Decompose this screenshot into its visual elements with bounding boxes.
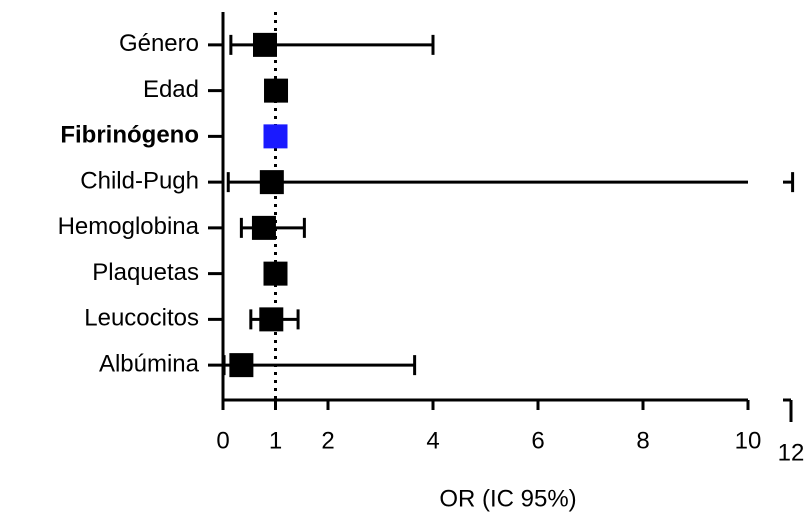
x-tick-label: 4	[426, 427, 439, 454]
y-tick-label: Género	[119, 30, 199, 57]
x-tick-label: 10	[735, 427, 762, 454]
or-marker	[263, 261, 288, 286]
x-tick-label: 0	[216, 427, 229, 454]
or-marker	[259, 170, 284, 195]
or-marker	[251, 215, 276, 240]
or-marker	[259, 307, 284, 332]
y-tick-label: Plaquetas	[92, 259, 199, 286]
x-tick-label: 2	[321, 427, 334, 454]
y-tick-label: Hemoglobina	[58, 213, 200, 240]
or-marker	[253, 32, 277, 57]
or-marker	[264, 78, 289, 103]
y-tick-label: Edad	[143, 76, 199, 103]
y-tick-label: Albúmina	[99, 350, 200, 377]
or-marker	[229, 353, 254, 378]
x-tick-label: 1	[269, 427, 282, 454]
x-tick-label: 6	[531, 427, 544, 454]
y-tick-label: Child-Pugh	[80, 167, 199, 194]
or-marker	[263, 124, 288, 149]
x-axis-title: OR (IC 95%)	[439, 485, 576, 512]
x-tick-label: 8	[636, 427, 649, 454]
x-tick-label: 12	[778, 439, 805, 466]
y-tick-label: Fibrinógeno	[60, 122, 199, 149]
y-tick-label: Leucocitos	[84, 305, 199, 332]
